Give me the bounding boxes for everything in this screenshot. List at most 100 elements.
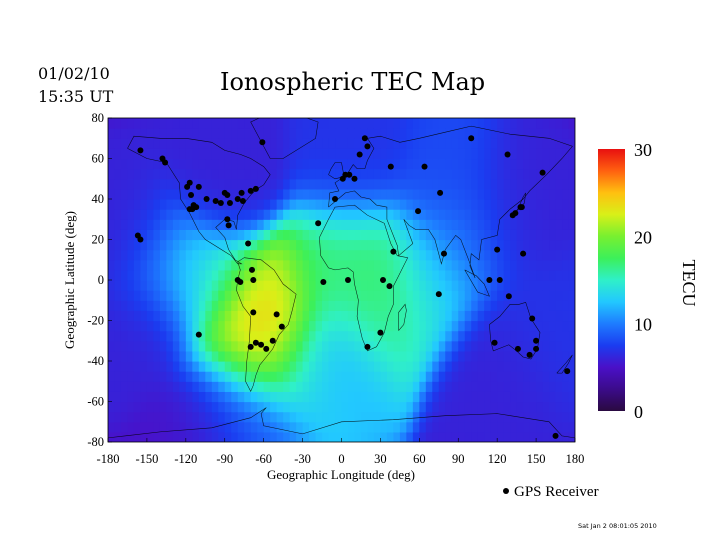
tec-cell [373,280,382,291]
tec-cell [386,431,394,442]
tec-cell [108,249,116,261]
tec-cell [536,128,544,139]
tec-cell [108,421,116,433]
tec-cell [471,280,479,291]
gps-receiver-point [380,277,387,283]
tec-cell [153,350,161,362]
tec-cell [451,381,459,392]
tec-cell [419,300,427,311]
tec-cell [536,249,544,261]
tec-cell [315,340,323,352]
tec-cell [231,188,239,200]
gps-receiver-point [533,337,540,344]
tec-cell [166,391,174,403]
tec-cell [458,391,466,403]
tec-cell [425,330,433,342]
tec-cell [529,229,537,241]
tec-cell [399,401,407,413]
tec-cell [159,411,167,423]
tec-cell [458,350,466,362]
tec-cell [263,148,271,160]
tec-cell [490,249,498,261]
tec-cell [432,411,440,423]
tec-cell [458,269,466,281]
tec-cell [335,148,343,160]
tec-cell [108,118,116,129]
tec-cell [503,330,511,342]
tec-cell [536,259,544,271]
tec-cell [159,209,167,220]
tec-cell [289,290,297,301]
tec-cell [432,188,440,200]
tec-cell [224,259,232,271]
tec-cell [315,330,323,342]
tec-cell [347,421,356,433]
tec-cell [276,168,284,180]
tec-cell [510,391,518,403]
tec-cell [263,158,271,170]
tec-cell [354,411,362,423]
tec-cell [335,209,343,220]
tec-cell [166,280,174,291]
tec-cell [127,118,135,129]
tec-cell [380,371,388,382]
tec-cell [354,401,362,413]
tec-cell [114,280,122,291]
tec-cell [283,219,291,230]
tec-cell [536,361,544,372]
tec-cell [218,178,226,190]
tec-cell [192,188,200,200]
tec-cell [153,219,161,230]
tec-cell [198,249,206,261]
tec-cell [529,178,537,190]
gps-receiver-point [486,277,493,283]
tec-cell [153,199,161,210]
tec-cell [458,158,466,170]
tec-cell [432,300,440,311]
tec-cell [562,148,570,160]
tec-cell [296,401,304,413]
tec-cell [237,290,245,301]
tec-cell [224,381,232,392]
tec-cell [503,431,511,442]
tec-cell [211,219,219,230]
tec-cell [198,431,206,442]
tec-cell [302,280,310,291]
tec-cell [309,249,317,261]
tec-cell [108,280,116,291]
tec-cell [555,340,563,352]
tec-cell [309,219,317,230]
tec-cell [477,381,485,392]
tec-cell [399,168,407,180]
tec-cell [231,421,239,433]
tec-cell [192,411,200,423]
tec-cell [133,371,142,382]
tec-cell [406,381,414,392]
tec-cell [289,310,297,322]
tec-cell [497,249,505,261]
tec-cell [360,219,369,230]
tec-cell [562,361,570,372]
tec-cell [302,290,310,301]
tec-cell [510,340,518,352]
tec-cell [471,310,479,322]
tec-cell [510,381,518,392]
tec-cell [438,290,446,301]
tec-cell [471,401,479,413]
tec-cell [257,168,265,180]
tec-cell [425,219,433,230]
tec-cell [484,239,492,251]
tec-cell [412,391,420,403]
tec-cell [503,381,511,392]
tec-cell [503,259,511,271]
tec-cell [296,188,304,200]
x-tick-label: -30 [294,452,311,466]
tec-cell [127,209,135,220]
tec-cell [490,229,498,241]
tec-cell [211,381,219,392]
tec-cell [347,249,356,261]
tec-cell [289,361,297,372]
tec-cell [542,158,550,170]
tec-cell [257,118,265,129]
tec-cell [289,269,297,281]
